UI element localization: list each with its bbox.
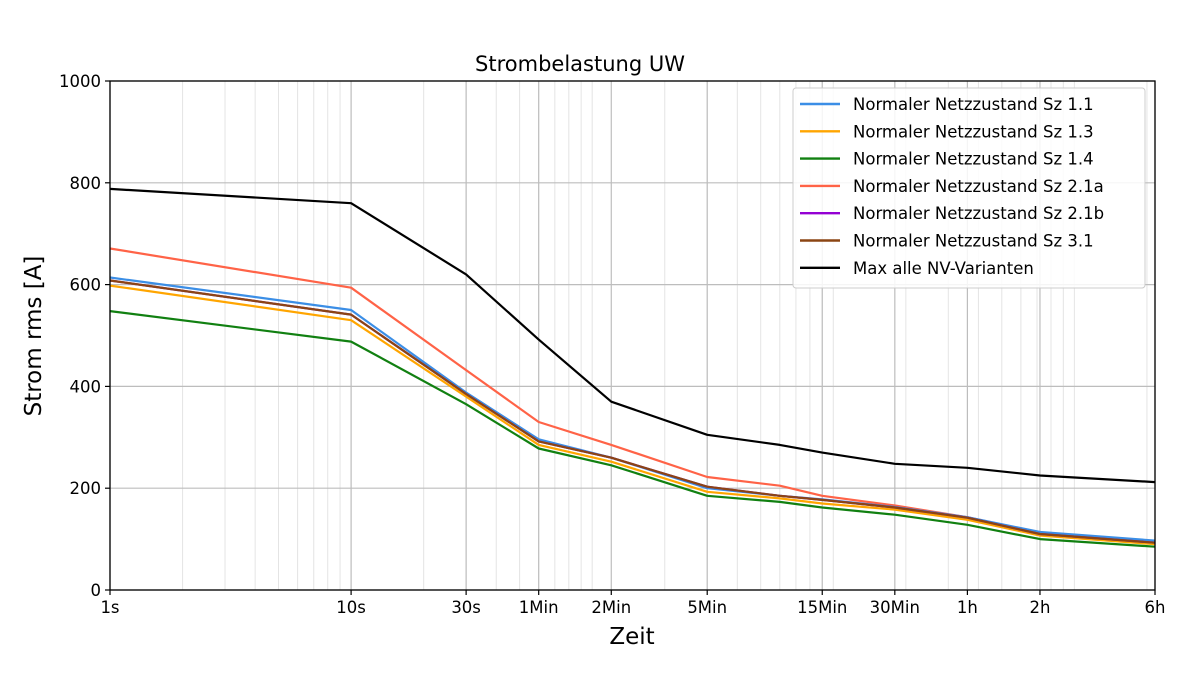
legend-label: Normaler Netzzustand Sz 1.3: [853, 122, 1094, 141]
legend-label: Normaler Netzzustand Sz 1.4: [853, 150, 1094, 169]
x-tick-label: 1Min: [519, 598, 559, 617]
series-line-5: [109, 279, 1156, 544]
x-axis-label: Zeit: [609, 624, 654, 650]
y-tick-label: 400: [70, 377, 102, 396]
x-tick-label: 30Min: [870, 598, 920, 617]
x-tick-label: 5Min: [687, 598, 727, 617]
x-tick-label: 15Min: [797, 598, 847, 617]
y-tick-label: 600: [70, 276, 102, 295]
series-line-4: [109, 247, 1156, 544]
x-tick-label: 1h: [957, 598, 978, 617]
x-tick-label: 30s: [451, 598, 481, 617]
legend-label: Normaler Netzzustand Sz 2.1a: [853, 177, 1104, 196]
x-tick-label: 1s: [100, 598, 119, 617]
x-tick-label: 2h: [1029, 598, 1050, 617]
series-line-2: [109, 284, 1156, 546]
ticks: 1s 10s 30s 1Min 2Min 5Min 15Min 30Min 1h 2h 6h 0 200…: [59, 72, 1165, 617]
x-tick-label: 2Min: [591, 598, 631, 617]
legend: Normaler Netzzustand Sz 1.1 Normaler Netz…: [792, 87, 1146, 289]
x-tick-label: 6h: [1145, 598, 1166, 617]
series-line-3: [109, 310, 1156, 548]
legend-label: Max alle NV-Varianten: [853, 259, 1034, 278]
y-tick-label: 800: [70, 174, 102, 193]
legend-box: [792, 87, 1146, 289]
plot-frame: [109, 80, 1156, 591]
y-tick-label: 1000: [59, 72, 101, 91]
series-line-6: [109, 279, 1156, 544]
legend-label: Normaler Netzzustand Sz 3.1: [853, 232, 1094, 251]
y-tick-label: 0: [91, 581, 102, 600]
legend-label: Normaler Netzzustand Sz 1.1: [853, 95, 1094, 114]
series-line-7: [109, 187, 1156, 484]
chart-title: Strombelastung UW: [475, 52, 685, 76]
y-axis-label: Strom rms [A]: [21, 256, 47, 417]
x-tick-label: 10s: [336, 598, 366, 617]
y-tick-label: 200: [70, 479, 102, 498]
series-lines: [109, 187, 1156, 548]
legend-label: Normaler Netzzustand Sz 2.1b: [853, 204, 1104, 223]
